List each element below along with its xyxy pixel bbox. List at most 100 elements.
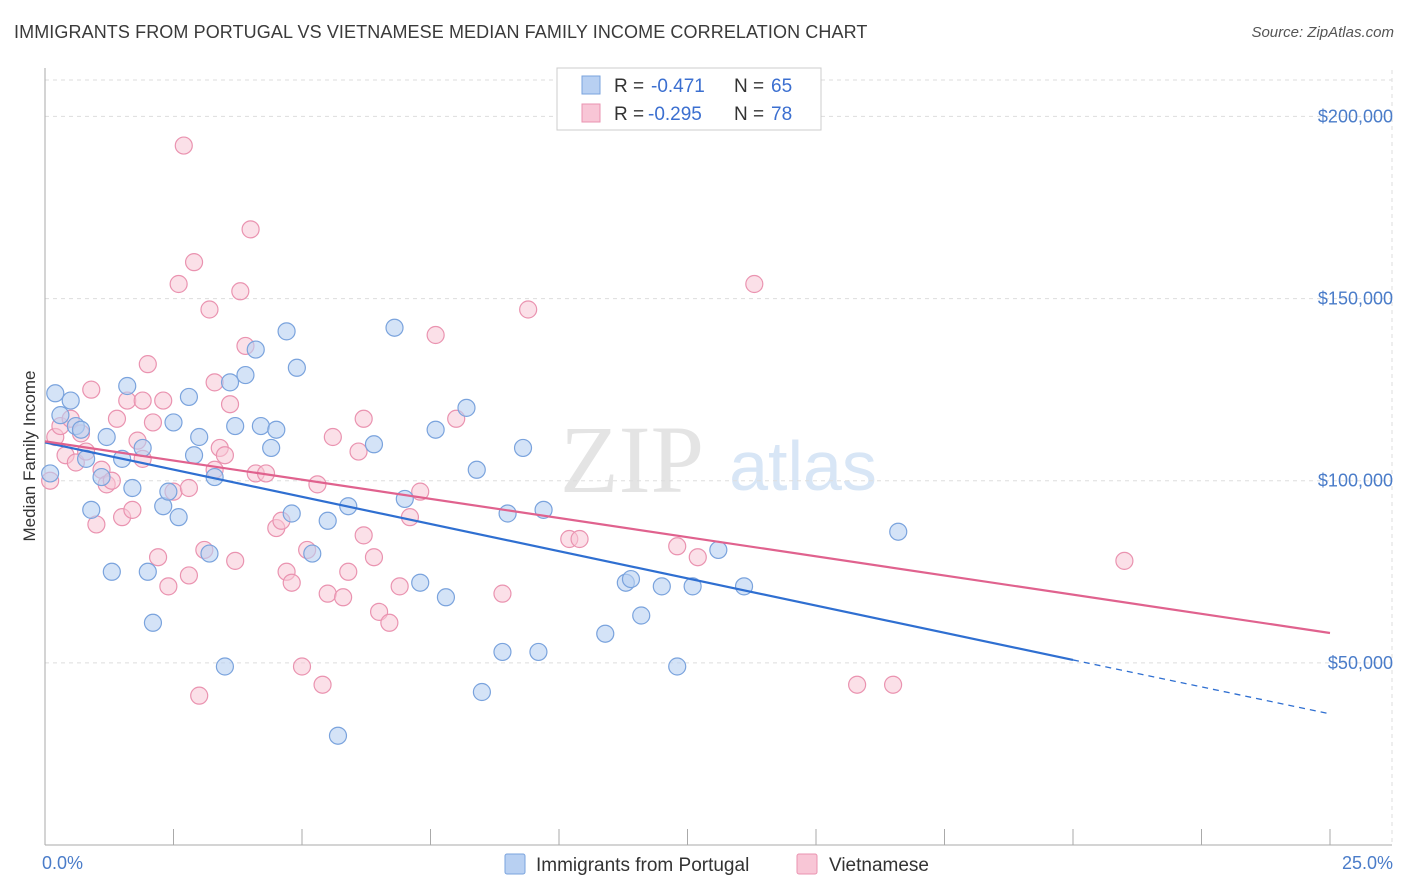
portugal-point xyxy=(118,376,137,396)
vietnamese-point xyxy=(354,409,373,428)
portugal-point xyxy=(652,577,671,596)
x-tick-label: 25.0% xyxy=(1342,853,1393,873)
vietnamese-point xyxy=(159,577,178,596)
vietnamese-point xyxy=(107,409,127,428)
vietnamese-point xyxy=(174,136,193,155)
y-tick-label: $50,000 xyxy=(1328,653,1393,673)
portugal-point xyxy=(246,340,265,359)
vietnamese-point xyxy=(169,274,188,294)
vietnamese-point xyxy=(226,551,245,570)
series-swatch-portugal xyxy=(504,853,526,875)
portugal-point xyxy=(395,489,414,509)
legend-n-label: N = xyxy=(734,104,764,125)
portugal-point xyxy=(46,384,65,403)
vietnamese-point xyxy=(390,577,409,596)
axes xyxy=(44,68,1392,846)
portugal-point xyxy=(226,416,245,436)
vietnamese-point xyxy=(745,274,764,294)
vietnamese-point xyxy=(318,584,337,603)
legend-n-value-vietnamese: 78 xyxy=(771,104,792,125)
vietnamese-point xyxy=(308,475,327,494)
portugal-point xyxy=(426,420,445,439)
y-tick-label: $100,000 xyxy=(1318,471,1393,491)
y-tick-label: $200,000 xyxy=(1318,106,1393,126)
vietnamese-point xyxy=(570,529,589,549)
vietnamese-point xyxy=(848,675,867,694)
vietnamese-point xyxy=(282,573,301,592)
legend-box xyxy=(556,67,822,131)
portugal-point xyxy=(457,398,476,417)
vietnamese-point xyxy=(519,300,538,319)
portugal-point xyxy=(138,562,157,581)
vietnamese-point xyxy=(349,442,368,461)
portugal-point xyxy=(472,682,491,702)
portugal-point xyxy=(318,511,337,530)
portugal-point xyxy=(92,467,111,487)
vietnamese-point xyxy=(143,413,163,432)
legend-r-label: R = xyxy=(614,104,644,125)
vietnamese-point xyxy=(668,537,687,556)
vietnamese-point xyxy=(231,282,250,301)
vietnamese-point xyxy=(184,253,204,272)
correlation-legend: R = -0.471 N = 65 R = -0.295 N = 78 xyxy=(556,67,822,131)
portugal-point xyxy=(51,406,70,425)
watermark: ZIP atlas xyxy=(560,406,877,513)
portugal-point xyxy=(61,391,80,410)
vietnamese-point xyxy=(123,500,142,519)
vietnamese-trend-line xyxy=(44,440,1331,635)
series-swatch-vietnamese xyxy=(796,853,818,875)
portugal-point xyxy=(287,358,306,377)
portugal-point xyxy=(184,446,204,465)
legend-r-value-vietnamese: -0.295 xyxy=(648,104,702,125)
y-tick-labels: $50,000 $100,000 $150,000 $200,000 xyxy=(1318,106,1393,672)
chart-title: IMMIGRANTS FROM PORTUGAL VS VIETNAMESE M… xyxy=(14,22,868,42)
portugal-point xyxy=(683,577,702,596)
vietnamese-point xyxy=(179,566,199,585)
series-legend: Immigrants from Portugal Vietnamese xyxy=(504,853,929,876)
portugal-trend-line xyxy=(44,441,1074,662)
portugal-point xyxy=(621,569,641,589)
portugal-point xyxy=(262,438,281,458)
vietnamese-point xyxy=(179,478,199,498)
source-label: Source: ZipAtlas.com xyxy=(1251,24,1394,41)
vietnamese-point xyxy=(380,613,399,632)
legend-r-label: R = xyxy=(614,76,644,97)
portugal-point xyxy=(215,657,234,676)
portugal-point xyxy=(236,365,255,385)
portugal-point xyxy=(493,642,512,662)
portugal-point xyxy=(529,642,548,662)
series-label-portugal: Immigrants from Portugal xyxy=(536,855,749,876)
vietnamese-point xyxy=(138,355,157,374)
vietnamese-point xyxy=(883,675,903,694)
portugal-point xyxy=(82,500,101,519)
vietnamese-point xyxy=(200,300,219,319)
portugal-point xyxy=(411,573,430,592)
portugal-point xyxy=(133,438,152,458)
vietnamese-point xyxy=(190,686,209,705)
portugal-trend-extension xyxy=(1072,659,1331,715)
x-tick-label: 0.0% xyxy=(42,853,83,873)
portugal-point xyxy=(251,416,270,436)
vietnamese-point xyxy=(148,548,168,567)
portugal-point xyxy=(220,373,240,392)
legend-swatch-vietnamese xyxy=(581,103,601,123)
portugal-point xyxy=(169,508,188,527)
portugal-point xyxy=(436,588,456,607)
vietnamese-point xyxy=(426,325,445,345)
vietnamese-point xyxy=(1115,551,1134,570)
series-label-vietnamese: Vietnamese xyxy=(829,855,929,876)
portugal-point xyxy=(41,464,60,483)
portugal-points xyxy=(41,318,908,745)
portugal-point xyxy=(328,726,348,745)
portugal-point xyxy=(513,438,533,458)
portugal-point xyxy=(498,504,517,523)
portugal-point xyxy=(190,427,209,447)
portugal-point xyxy=(123,478,142,498)
portugal-point xyxy=(143,613,163,632)
legend-n-label: N = xyxy=(734,76,764,97)
vietnamese-point xyxy=(215,446,234,465)
y-axis-label: Median Family Income xyxy=(20,370,39,541)
vietnamese-point xyxy=(241,220,260,239)
portugal-point xyxy=(364,435,384,454)
